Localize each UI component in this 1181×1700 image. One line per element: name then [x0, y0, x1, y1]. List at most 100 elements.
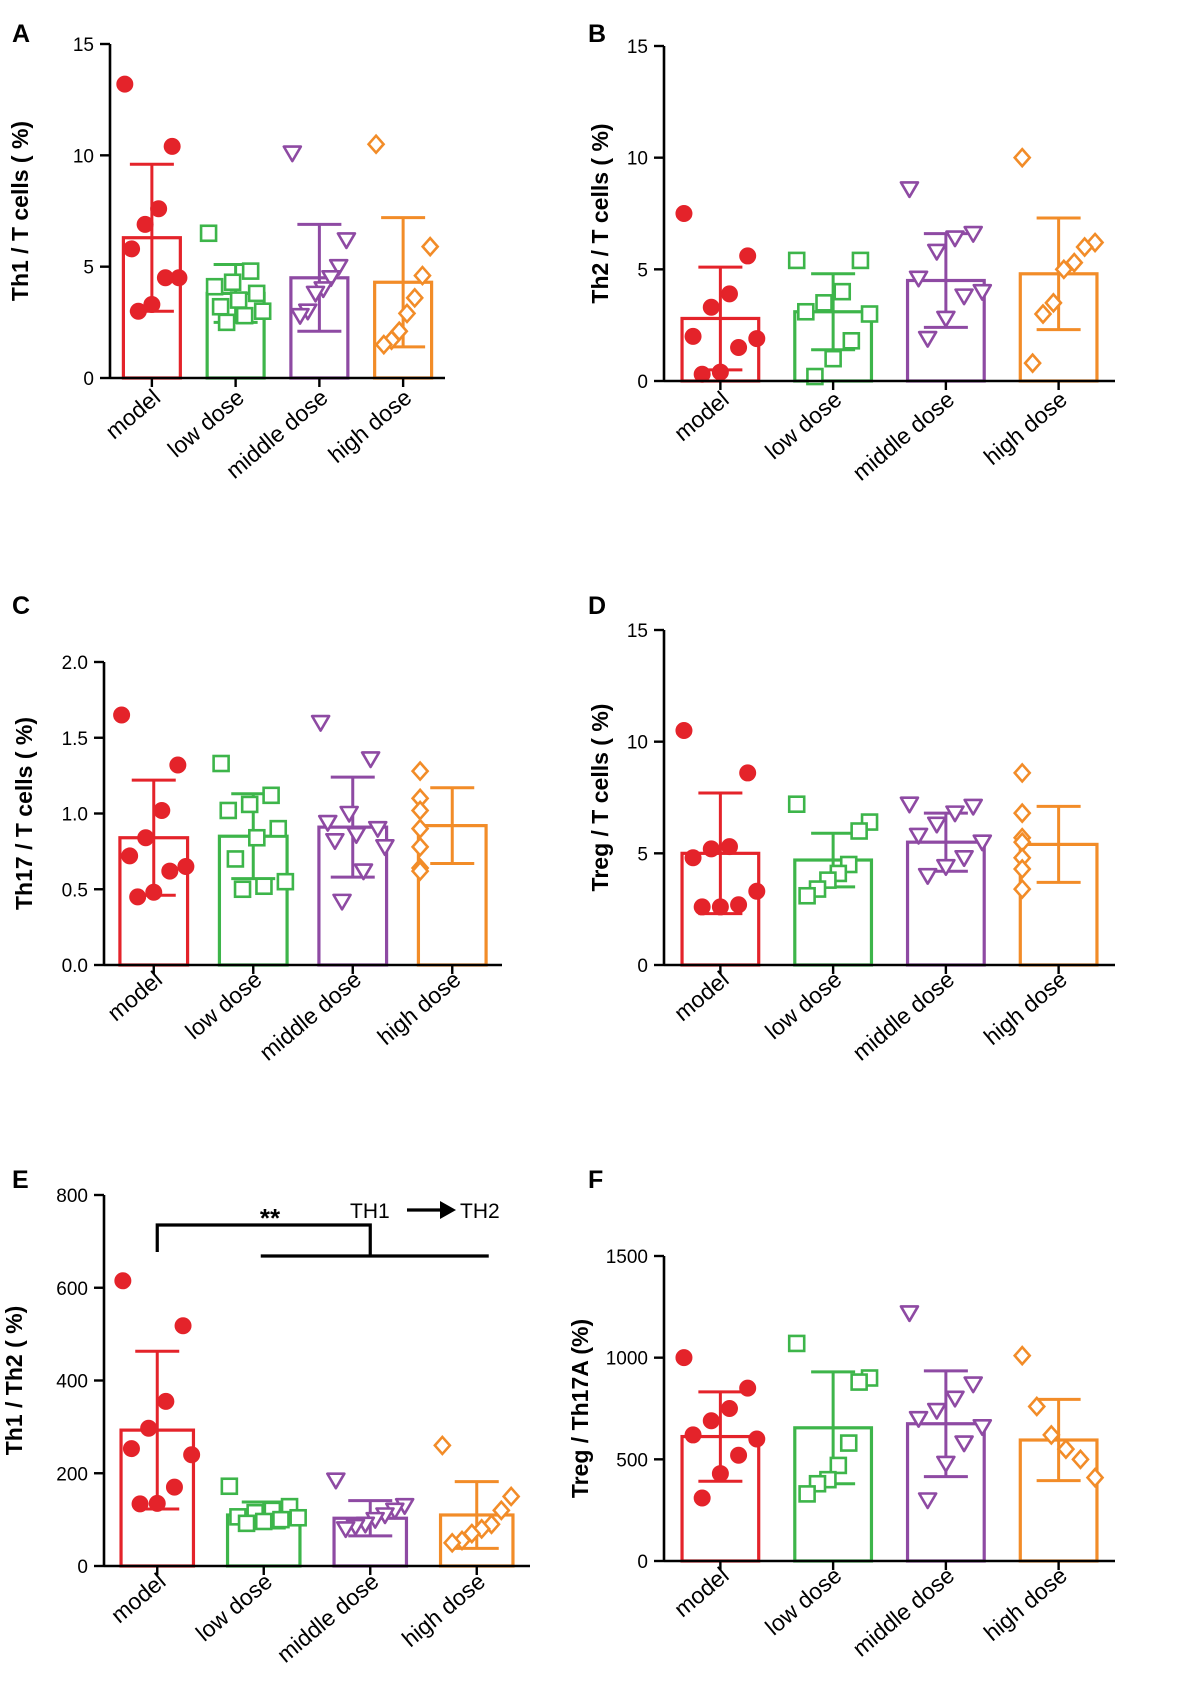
data-point	[211, 297, 230, 316]
data-point	[675, 722, 693, 739]
data-point	[290, 307, 310, 325]
data-point	[833, 282, 852, 301]
category-label: low dose	[760, 966, 846, 1044]
data-point	[748, 1430, 766, 1448]
data-point	[305, 285, 326, 303]
annotation-from: TH1	[350, 1200, 390, 1223]
data-point	[328, 258, 349, 276]
data-point	[702, 298, 720, 316]
y-tick-label: 15	[627, 621, 648, 642]
data-point	[748, 330, 766, 348]
y-tick-label: 0	[637, 956, 648, 977]
y-tick-label: 1000	[606, 1349, 648, 1370]
data-point	[247, 284, 266, 303]
data-point	[899, 796, 920, 814]
data-point	[936, 858, 956, 877]
y-tick-label: 200	[56, 1464, 88, 1485]
data-point	[276, 872, 295, 891]
data-point	[711, 1465, 729, 1483]
data-point	[684, 849, 702, 867]
data-point	[917, 330, 938, 348]
data-point	[254, 1512, 273, 1531]
y-axis-title: Th17 / T cells ( %)	[11, 717, 37, 910]
y-tick-label: 1500	[606, 1247, 648, 1268]
data-point	[220, 1477, 239, 1496]
data-point	[899, 181, 920, 199]
y-tick-label: 800	[56, 1186, 88, 1207]
data-point	[237, 1514, 256, 1533]
data-point	[136, 215, 154, 233]
data-point	[353, 863, 374, 881]
data-point	[798, 886, 816, 905]
data-point	[360, 751, 381, 769]
data-point	[229, 291, 248, 309]
annotation-to: TH2	[460, 1200, 500, 1223]
group-high-dose	[366, 133, 440, 380]
data-point	[860, 305, 879, 323]
data-point	[1027, 1396, 1047, 1417]
data-point	[748, 882, 766, 900]
y-axis-title: Treg / Th17A (%)	[567, 1319, 593, 1498]
data-point	[129, 888, 147, 906]
group-high-dose	[433, 1434, 521, 1568]
data-point	[114, 1272, 132, 1290]
category-label: model	[102, 966, 167, 1026]
data-point	[366, 133, 386, 155]
data-point	[174, 1317, 192, 1335]
data-point	[1071, 1448, 1090, 1470]
data-point	[815, 294, 833, 312]
data-point	[123, 240, 141, 258]
data-point	[730, 1446, 748, 1464]
data-point	[413, 265, 432, 287]
group-high-dose	[1012, 1345, 1105, 1563]
y-tick-label: 15	[627, 37, 648, 58]
data-point	[272, 1510, 290, 1529]
group-model	[675, 722, 766, 967]
data-point	[420, 236, 440, 258]
data-point	[163, 137, 181, 155]
category-label: low dose	[760, 1562, 846, 1640]
data-point	[148, 1494, 166, 1512]
data-point	[899, 1305, 920, 1323]
data-point	[140, 1419, 158, 1437]
data-point	[675, 1349, 693, 1367]
data-point	[963, 798, 983, 816]
data-point	[787, 1334, 806, 1353]
group-middle-dose	[282, 145, 357, 380]
y-tick-label: 10	[627, 733, 648, 754]
y-axis-title: Th1 / Th2 ( %)	[1, 1306, 27, 1456]
data-point	[253, 302, 272, 321]
data-point	[262, 786, 280, 805]
y-tick-label: 1.5	[62, 729, 88, 750]
group-low-dose	[787, 1334, 879, 1563]
category-label: model	[669, 1562, 734, 1622]
data-point	[908, 270, 929, 288]
data-point	[908, 1410, 929, 1428]
y-axis-title: Th2 / T cells ( %)	[587, 123, 613, 303]
arrow-icon	[407, 1201, 456, 1219]
data-point	[824, 349, 842, 368]
data-point	[325, 832, 345, 851]
data-point	[233, 880, 252, 899]
group-model	[675, 1349, 766, 1563]
data-point	[169, 756, 187, 774]
category-label: low dose	[191, 1568, 277, 1646]
data-point	[963, 1376, 983, 1394]
data-point	[113, 706, 131, 724]
category-label: high dose	[323, 384, 416, 468]
category-label: middle dose	[847, 966, 959, 1066]
data-point	[693, 1489, 711, 1507]
data-point	[157, 1392, 175, 1410]
panel-letter: C	[12, 592, 30, 620]
data-point	[131, 1495, 149, 1513]
y-tick-label: 600	[56, 1279, 88, 1300]
data-point	[926, 243, 947, 261]
data-point	[739, 1379, 757, 1397]
data-point	[226, 850, 245, 868]
data-point	[223, 273, 242, 292]
data-point	[711, 898, 729, 916]
data-point	[442, 1532, 462, 1554]
